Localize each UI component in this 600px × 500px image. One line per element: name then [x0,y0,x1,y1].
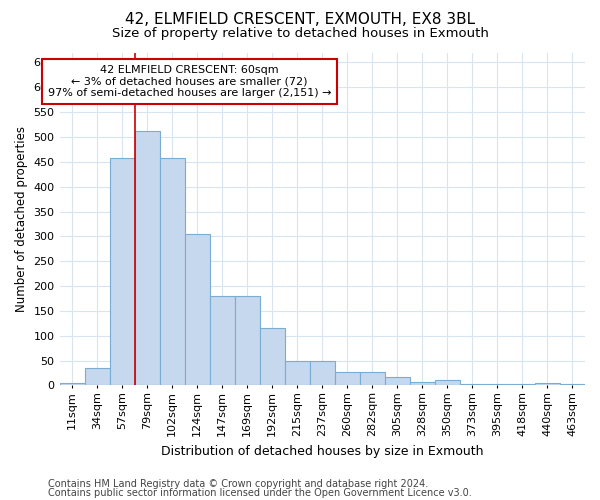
Bar [209,296,235,386]
Bar [335,372,360,386]
Bar [510,384,535,386]
Bar [460,384,485,386]
Bar [110,158,134,386]
Text: Contains public sector information licensed under the Open Government Licence v3: Contains public sector information licen… [48,488,472,498]
Bar [360,372,385,386]
Text: Size of property relative to detached houses in Exmouth: Size of property relative to detached ho… [112,28,488,40]
Bar [235,296,260,386]
Bar [160,158,185,386]
Y-axis label: Number of detached properties: Number of detached properties [15,126,28,312]
Bar [410,382,435,386]
Bar [435,380,460,386]
Text: Contains HM Land Registry data © Crown copyright and database right 2024.: Contains HM Land Registry data © Crown c… [48,479,428,489]
Bar [485,384,510,386]
Bar [285,360,310,386]
Bar [560,384,585,386]
Bar [134,131,160,386]
Bar [185,234,209,386]
Bar [385,377,410,386]
Text: 42, ELMFIELD CRESCENT, EXMOUTH, EX8 3BL: 42, ELMFIELD CRESCENT, EXMOUTH, EX8 3BL [125,12,475,28]
Bar [260,328,285,386]
Bar [310,360,335,386]
Bar [85,368,110,386]
X-axis label: Distribution of detached houses by size in Exmouth: Distribution of detached houses by size … [161,444,484,458]
Bar [535,383,560,386]
Text: 42 ELMFIELD CRESCENT: 60sqm
← 3% of detached houses are smaller (72)
97% of semi: 42 ELMFIELD CRESCENT: 60sqm ← 3% of deta… [48,65,331,98]
Bar [59,383,85,386]
